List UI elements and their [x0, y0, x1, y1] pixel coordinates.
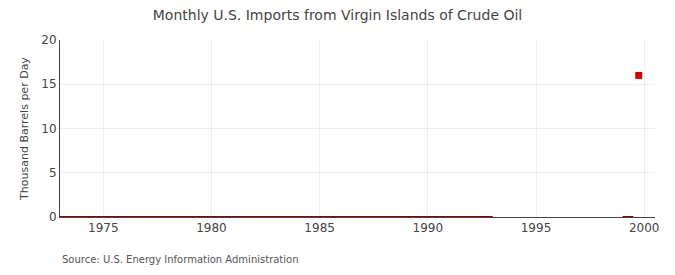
- svg-text:10: 10: [41, 122, 56, 136]
- svg-text:1975: 1975: [88, 221, 119, 235]
- svg-text:Source: U.S. Energy Informatio: Source: U.S. Energy Information Administ…: [62, 254, 299, 265]
- svg-text:1985: 1985: [304, 221, 335, 235]
- svg-text:1980: 1980: [196, 221, 227, 235]
- svg-text:2000: 2000: [629, 221, 660, 235]
- svg-text:Thousand Barrels per Day: Thousand Barrels per Day: [18, 57, 31, 201]
- svg-text:1990: 1990: [413, 221, 444, 235]
- svg-text:20: 20: [41, 33, 56, 47]
- svg-text:1995: 1995: [521, 221, 552, 235]
- svg-text:Monthly U.S. Imports from Virg: Monthly U.S. Imports from Virgin Islands…: [153, 7, 523, 23]
- svg-text:15: 15: [41, 77, 56, 91]
- svg-text:0: 0: [49, 210, 57, 224]
- svg-text:5: 5: [49, 166, 57, 180]
